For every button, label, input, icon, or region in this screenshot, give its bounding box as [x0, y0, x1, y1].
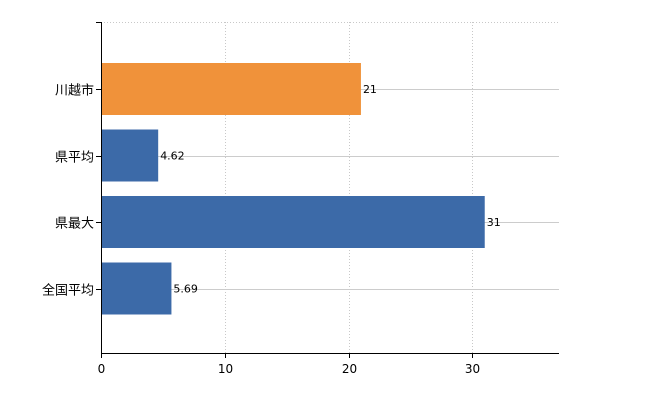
x-tick-label-30: 30 — [465, 362, 480, 376]
category-label-1: 県平均 — [55, 151, 94, 166]
value-label-1: 4.62 — [160, 150, 185, 163]
category-label-0: 川越市 — [55, 83, 94, 99]
value-label-2: 31 — [487, 216, 501, 229]
bar-1 — [101, 129, 159, 182]
bar-2 — [101, 196, 485, 248]
bar-layer — [101, 63, 485, 315]
x-tick-label-10: 10 — [218, 362, 233, 376]
category-label-2: 県最大 — [55, 217, 94, 232]
value-label-3: 5.69 — [173, 283, 198, 296]
x-tick-label-20: 20 — [342, 362, 357, 376]
bar-0 — [101, 63, 361, 115]
value-label-0: 21 — [363, 83, 377, 96]
axis-layer — [96, 22, 559, 358]
category-label-3: 全国平均 — [42, 283, 94, 299]
x-tick-label-0: 0 — [98, 362, 106, 376]
bar-3 — [101, 262, 172, 315]
